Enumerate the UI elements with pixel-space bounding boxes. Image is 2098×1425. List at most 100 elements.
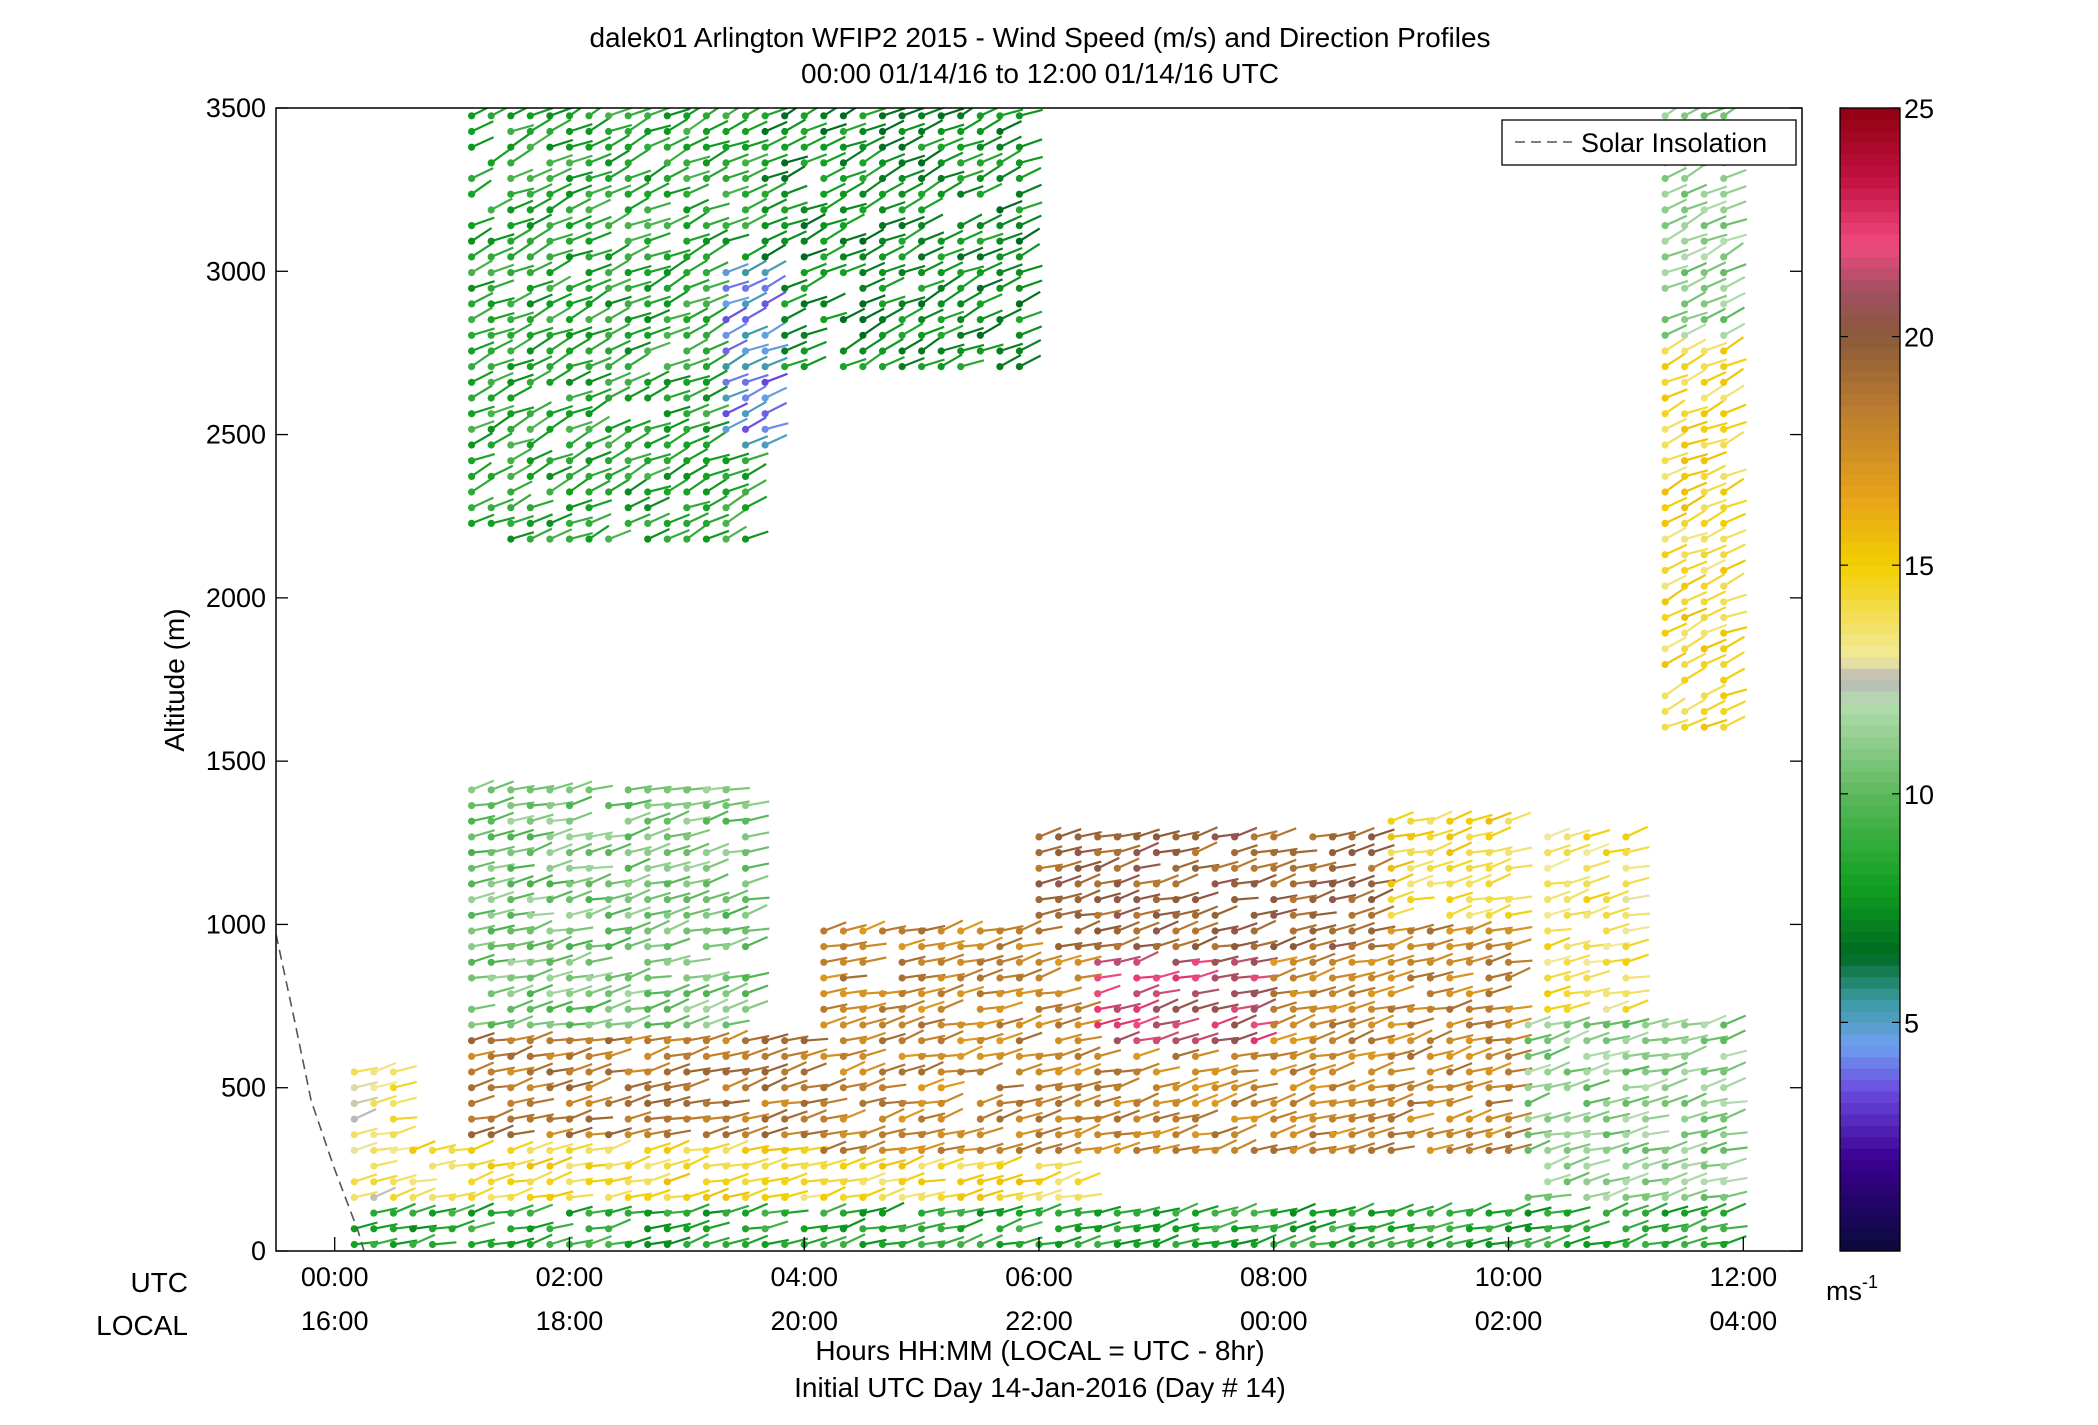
wind-vector-point: [683, 896, 691, 904]
wind-vector-point: [683, 1068, 691, 1076]
wind-vector-point: [1485, 1209, 1493, 1217]
wind-vector-shaft: [510, 242, 532, 258]
wind-vector-shaft: [549, 195, 571, 211]
wind-vector-point: [1113, 927, 1121, 935]
wind-vector-point: [1191, 1146, 1200, 1154]
wind-vector-shaft: [1273, 1124, 1297, 1136]
wind-vector-shaft: [1449, 1094, 1474, 1105]
wind-vector-shaft: [530, 1221, 554, 1230]
wind-vector-point: [1681, 1052, 1689, 1060]
wind-vector-shaft: [588, 1235, 612, 1246]
colorbar-strip: [1840, 645, 1900, 658]
wind-vector-point: [683, 1037, 691, 1045]
wind-vector-point: [1544, 1131, 1552, 1139]
wind-vector-shaft: [1273, 1063, 1298, 1074]
wind-vector-point: [1172, 1005, 1180, 1013]
wind-vector-point: [937, 1131, 945, 1139]
wind-vector-point: [1172, 1084, 1180, 1092]
wind-vector-shaft: [1606, 1112, 1631, 1121]
wind-vector-point: [1700, 300, 1708, 308]
wind-vector-shaft: [940, 229, 964, 243]
wind-vector-shaft: [627, 341, 651, 353]
wind-vector-shaft: [1410, 896, 1435, 901]
wind-vector-point: [1465, 1131, 1473, 1139]
wind-vector-point: [1074, 1178, 1082, 1186]
wind-vector-shaft: [627, 825, 651, 838]
wind-vector-shaft: [744, 479, 767, 493]
wind-vector-shaft: [979, 1108, 1003, 1121]
chart-subtitle: 00:00 01/14/16 to 12:00 01/14/16 UTC: [801, 58, 1279, 89]
wind-vector-point: [487, 269, 495, 277]
wind-vector-shaft: [569, 939, 593, 948]
wind-vector-point: [1446, 1115, 1454, 1123]
wind-vector-shaft: [1664, 718, 1689, 729]
wind-vector-shaft: [1116, 1141, 1141, 1152]
colorbar-strip: [1840, 862, 1900, 875]
wind-vector-point: [702, 457, 711, 465]
wind-vector-point: [1700, 629, 1708, 637]
wind-vector-shaft: [1703, 1066, 1729, 1074]
wind-vector-shaft: [862, 1140, 886, 1152]
wind-vector-point: [624, 519, 632, 528]
wind-vector-shaft: [705, 353, 728, 368]
wind-vector-point: [1681, 174, 1689, 183]
wind-vector-point: [1720, 331, 1728, 339]
wind-vector-point: [976, 958, 984, 966]
wind-vector-shaft: [940, 998, 964, 1011]
wind-vector-point: [644, 943, 652, 951]
wind-vector-shaft: [1273, 1032, 1298, 1042]
wind-vector-point: [585, 237, 593, 245]
wind-vector-point: [957, 1131, 965, 1139]
wind-vector-shaft: [940, 953, 965, 964]
wind-vector-point: [1191, 1131, 1200, 1139]
wind-vector-shaft: [588, 215, 612, 227]
wind-vector-point: [1094, 896, 1102, 904]
wind-vector-shaft: [392, 1202, 416, 1215]
wind-vector-shaft: [549, 1143, 574, 1152]
wind-vector-shaft: [705, 858, 730, 870]
wind-vector-shaft: [647, 124, 672, 133]
wind-vector-point: [1270, 990, 1278, 998]
wind-vector-point: [1563, 1037, 1571, 1045]
wind-vector-point: [918, 222, 926, 230]
wind-vector-point: [976, 1240, 984, 1249]
wind-vector-point: [1368, 849, 1376, 857]
wind-vector-shaft: [744, 463, 767, 478]
wind-vector-shaft: [706, 1142, 730, 1152]
wind-vector-point: [820, 1225, 828, 1233]
wind-vector-point: [1328, 990, 1337, 998]
wind-vector-shaft: [373, 1237, 398, 1246]
wind-vector-shaft: [549, 182, 572, 196]
wind-vector-point: [565, 237, 574, 245]
wind-vector-shaft: [1253, 919, 1277, 932]
wind-vector-point: [702, 488, 711, 496]
wind-vector-point: [898, 1178, 906, 1186]
wind-vector-shaft: [588, 1076, 612, 1089]
colorbar-strip: [1840, 850, 1900, 863]
wind-vector-point: [487, 849, 495, 857]
wind-vector-point: [585, 488, 593, 496]
wind-vector-point: [702, 410, 711, 418]
wind-vector-shaft: [666, 905, 691, 917]
wind-vector-point: [1681, 707, 1689, 716]
wind-vector-point: [1172, 1052, 1180, 1060]
wind-vector-point: [585, 535, 593, 543]
wind-vector-point: [1348, 1021, 1356, 1029]
wind-vector-shaft: [569, 1143, 593, 1152]
wind-vector-point: [487, 253, 495, 261]
wind-vector-shaft: [1332, 1061, 1355, 1074]
wind-vector-shaft: [1449, 841, 1473, 854]
wind-vector-point: [1485, 927, 1493, 935]
wind-vector-shaft: [725, 262, 749, 274]
wind-vector-point: [839, 174, 848, 183]
wind-vector-shaft: [510, 1237, 535, 1246]
wind-vector-shaft: [1664, 697, 1686, 713]
wind-vector-shaft: [686, 1077, 710, 1089]
wind-vector-shaft: [549, 452, 574, 462]
wind-vector-point: [644, 1115, 652, 1123]
wind-vector-point: [526, 457, 534, 465]
wind-vector-point: [487, 817, 495, 825]
wind-vector-point: [1113, 1005, 1121, 1013]
wind-vector-point: [702, 284, 711, 292]
wind-vector-point: [468, 112, 476, 120]
